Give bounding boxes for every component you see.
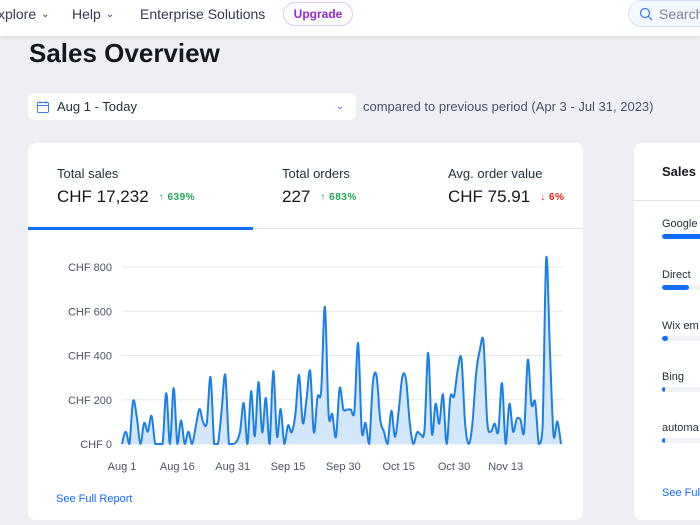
chevron-down-icon: ⌄ (105, 8, 115, 20)
arrow-down-icon: ↓ (540, 191, 546, 203)
calendar-icon (37, 100, 49, 113)
search-input[interactable]: Search (628, 0, 700, 27)
kpi-label: Total sales (57, 166, 119, 181)
kpi-total-orders[interactable]: Total orders 227 ↑ 683% (282, 166, 357, 207)
kpi-value: 227 (282, 187, 311, 206)
nav-explore-label: xplore (0, 6, 37, 22)
sales-chart: CHF 0 CHF 200 CHF 400 CHF 600 CHF 800 Aug 1 Au… (68, 255, 563, 473)
source-label: Google (662, 218, 698, 230)
source-bar-fill (662, 285, 689, 290)
nav-help-label: Help (72, 6, 101, 22)
source-bar (662, 234, 700, 239)
x-tick-label: Aug 31 (215, 461, 250, 473)
kpi-label: Total orders (282, 166, 350, 181)
x-tick-label: Sep 15 (271, 461, 306, 473)
sales-by-source-card: Sales Google Direct Wix em Bing automa S… (634, 143, 700, 520)
y-tick-label: CHF 600 (68, 306, 112, 318)
page-title: Sales Overview (29, 38, 220, 68)
source-label: automa (662, 422, 699, 434)
source-bar (662, 285, 700, 290)
kpi-label: Avg. order value (448, 166, 543, 181)
x-tick-label: Oct 30 (438, 461, 470, 473)
kpi-delta: 639% (167, 191, 196, 203)
x-tick-label: Sep 30 (326, 461, 361, 473)
source-label: Bing (662, 371, 685, 383)
kpi-value: CHF 17,232 (57, 187, 149, 206)
chevron-down-icon: ⌄ (41, 8, 50, 20)
kpi-delta: 683% (329, 191, 357, 203)
date-range-value: Aug 1 - Today (57, 99, 137, 114)
see-full-report-link[interactable]: See Full Report (56, 493, 133, 505)
top-nav: xplore ⌄ Help ⌄ Enterprise Solutions Upgra… (0, 0, 700, 36)
series-area (122, 256, 561, 444)
see-full-source-link[interactable]: See Ful (662, 487, 700, 499)
source-bar (662, 438, 700, 443)
y-tick-label: CHF 800 (68, 262, 112, 274)
kpi-delta: 6% (548, 191, 565, 203)
source-bar (662, 336, 700, 341)
x-tick-label: Aug 16 (160, 461, 195, 473)
search-icon (639, 7, 653, 20)
source-bar-fill (662, 438, 665, 443)
date-range-select[interactable]: Aug 1 - Today ⌄ (28, 93, 356, 120)
divider (634, 200, 700, 201)
kpi-avg-order-value[interactable]: Avg. order value CHF 75.91 ↓ 6% (448, 166, 564, 207)
source-bar-fill (662, 336, 668, 341)
source-label: Direct (662, 269, 691, 281)
kpi-total-sales[interactable]: Total sales CHF 17,232 ↑ 639% (57, 166, 195, 207)
y-tick-label: CHF 200 (68, 395, 112, 407)
y-tick-label: CHF 0 (80, 439, 112, 451)
series-line (121, 255, 562, 445)
x-tick-label: Aug 1 (108, 461, 137, 473)
search-placeholder: Search (659, 5, 700, 22)
arrow-up-icon: ↑ (158, 191, 165, 203)
x-tick-label: Oct 15 (382, 461, 414, 473)
source-label: Wix em (662, 320, 699, 332)
source-bar-fill (662, 234, 700, 239)
x-tick-label: Nov 13 (488, 461, 523, 473)
kpi-value: CHF 75.91 (448, 187, 531, 206)
arrow-up-icon: ↑ (320, 191, 326, 203)
tab-divider (28, 228, 583, 229)
source-bar-fill (662, 387, 665, 392)
comparison-text: compared to previous period (Apr 3 - Jul… (363, 99, 654, 114)
upgrade-button[interactable]: Upgrade (283, 2, 353, 26)
selected-tab-indicator (28, 227, 253, 230)
nav-enterprise[interactable]: Enterprise Solutions (140, 6, 265, 22)
chevron-down-icon: ⌄ (335, 101, 344, 112)
nav-explore[interactable]: xplore ⌄ (0, 6, 50, 22)
sales-chart-card: Total sales CHF 17,232 ↑ 639% Total order… (28, 143, 583, 520)
source-bar (662, 387, 700, 392)
nav-help[interactable]: Help ⌄ (72, 6, 114, 22)
nav-enterprise-label: Enterprise Solutions (140, 6, 266, 22)
y-tick-label: CHF 400 (68, 351, 112, 363)
card-title: Sales (662, 164, 696, 179)
